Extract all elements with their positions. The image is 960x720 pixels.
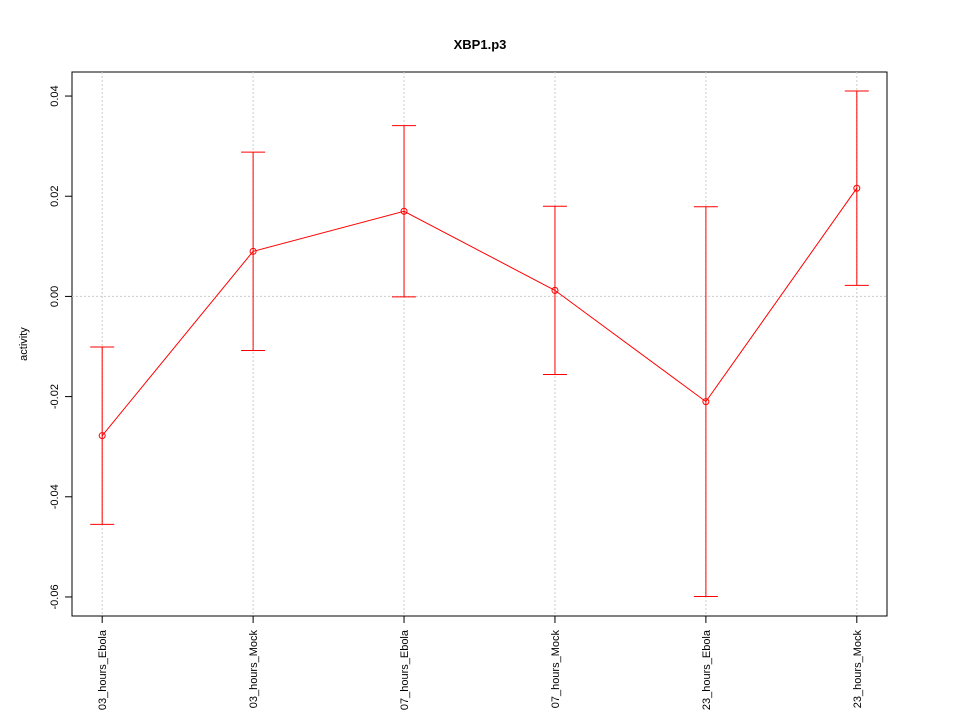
x-tick-label: 07_hours_Ebola — [399, 629, 411, 710]
error-bar — [90, 346, 115, 525]
y-tick-label: 0.02 — [49, 186, 61, 207]
error-bar — [392, 125, 417, 298]
error-bar — [693, 206, 718, 597]
x-tick-label: 03_hours_Ebola — [97, 629, 109, 710]
y-tick-label: -0.02 — [49, 384, 61, 409]
y-tick-label: -0.04 — [49, 484, 61, 509]
point — [853, 184, 861, 192]
y-tick-label: -0.06 — [49, 584, 61, 609]
y-axis-label: activity — [18, 327, 30, 361]
point — [400, 207, 408, 215]
error-bar — [241, 151, 266, 352]
point — [702, 398, 710, 406]
y-tick-label: 0.04 — [49, 85, 61, 106]
x-tick-label: 23_hours_Mock — [852, 630, 864, 709]
x-tick-label: 07_hours_Mock — [550, 630, 562, 709]
point — [551, 286, 559, 294]
chart-title: XBP1.p3 — [454, 37, 507, 52]
point — [249, 247, 257, 255]
error-bar — [542, 205, 567, 376]
x-tick-label: 03_hours_Mock — [248, 630, 260, 709]
error-bar — [844, 90, 869, 286]
point — [98, 432, 106, 440]
series-line — [101, 187, 858, 436]
y-tick-label: 0.00 — [49, 286, 61, 307]
x-tick-label: 23_hours_Ebola — [701, 629, 713, 710]
plot-frame — [71, 71, 888, 617]
